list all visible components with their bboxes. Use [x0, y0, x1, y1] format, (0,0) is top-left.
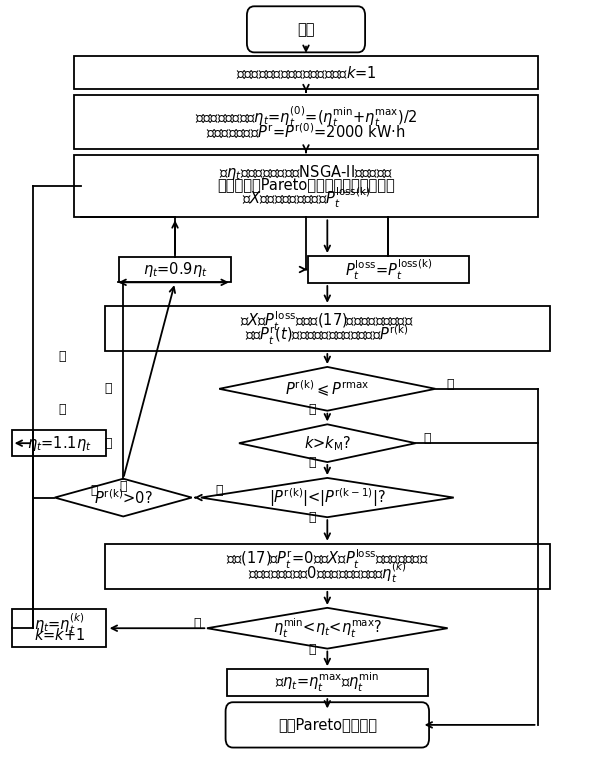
Text: $k$=$k$+1: $k$=$k$+1 [34, 627, 85, 643]
Polygon shape [219, 367, 436, 411]
Text: 否: 否 [308, 402, 316, 415]
Text: 输出Pareto最优解集: 输出Pareto最优解集 [278, 717, 377, 732]
Text: 解$X$，并取其对应的网损$P_t^{\rm loss(k)}$: 解$X$，并取其对应的网损$P_t^{\rm loss(k)}$ [242, 186, 370, 210]
Text: 令式(17)中$P_t^{\rm r}$=0，将$X$和$P_t^{\rm loss}$代入，求得使各: 令式(17)中$P_t^{\rm r}$=0，将$X$和$P_t^{\rm lo… [226, 548, 428, 571]
Text: $P^{\rm r(k)}\leqslant P^{\rm rmax}$: $P^{\rm r(k)}\leqslant P^{\rm rmax}$ [285, 379, 370, 399]
Bar [227, 669, 428, 696]
Text: 时段不平衡电量为0时对应的日前购电率$\eta_t^{(k)}$: 时段不平衡电量为0时对应的日前购电率$\eta_t^{(k)}$ [248, 561, 407, 585]
Text: $\eta_t^{\rm min}$<$\eta_t$<$\eta_t^{\rm max}$?: $\eta_t^{\rm min}$<$\eta_t$<$\eta_t^{\rm… [272, 616, 382, 640]
Text: 将$\eta_t$代入模型中，使用NSGA-II对模型进行: 将$\eta_t$代入模型中，使用NSGA-II对模型进行 [219, 163, 393, 183]
Text: 求解，得到Pareto最优解集，取收益极端: 求解，得到Pareto最优解集，取收益极端 [217, 177, 395, 193]
Text: $\eta_t$=$\eta_t^{(k)}$: $\eta_t$=$\eta_t^{(k)}$ [34, 612, 85, 636]
Text: 开始: 开始 [297, 22, 315, 37]
Text: 否: 否 [216, 484, 223, 497]
Text: 是: 是 [423, 432, 430, 445]
Text: 是: 是 [104, 437, 112, 449]
Polygon shape [201, 478, 453, 517]
Text: $\eta_t$=1.1$\eta_t$: $\eta_t$=1.1$\eta_t$ [27, 434, 92, 453]
Text: 是: 是 [119, 480, 127, 493]
Text: 否: 否 [308, 643, 316, 656]
Text: 是: 是 [59, 402, 66, 415]
Text: 是: 是 [446, 377, 453, 391]
Text: $\eta_t$=0.9$\eta_t$: $\eta_t$=0.9$\eta_t$ [143, 260, 207, 279]
Bar [105, 543, 550, 589]
Bar [307, 256, 469, 283]
Bar [12, 609, 106, 647]
Text: 否: 否 [91, 484, 99, 497]
Bar [75, 155, 537, 218]
Bar [12, 431, 106, 456]
Text: 是: 是 [308, 512, 316, 525]
Bar [119, 257, 231, 282]
Text: 否: 否 [104, 382, 112, 396]
Text: 输入系统、算法参数，置迭代次数$k$=1: 输入系统、算法参数，置迭代次数$k$=1 [236, 64, 376, 81]
Text: 否: 否 [308, 456, 316, 468]
Text: 将$X$和$P_t^{\rm loss}$代入式(17)求得各时段的不平衡: 将$X$和$P_t^{\rm loss}$代入式(17)求得各时段的不平衡 [241, 310, 414, 334]
Bar [75, 56, 537, 89]
Text: $P^{\rm r(k)}$>0?: $P^{\rm r(k)}$>0? [94, 488, 152, 507]
Text: $P_t^{\rm loss}$=$P_t^{\rm loss(k)}$: $P_t^{\rm loss}$=$P_t^{\rm loss(k)}$ [345, 257, 432, 282]
Polygon shape [207, 608, 447, 649]
Polygon shape [239, 424, 416, 462]
Bar [105, 305, 550, 351]
Polygon shape [54, 479, 192, 516]
Text: $k$>$k_{\rm M}$?: $k$>$k_{\rm M}$? [304, 434, 351, 453]
Text: 取初始偏差电量$P^{\rm r}$=$P^{\rm r(0)}$=2000 kW·h: 取初始偏差电量$P^{\rm r}$=$P^{\rm r(0)}$=2000 k… [206, 121, 406, 141]
Text: 令$\eta_t$=$\eta_t^{\rm max}$或$\eta_t^{\rm min}$: 令$\eta_t$=$\eta_t^{\rm max}$或$\eta_t^{\r… [275, 671, 379, 694]
Text: 取初始日前购电率$\eta_t$=$\eta_t^{(0)}$=($\eta_t^{\rm min}$+$\eta_t^{\rm max}$)/2: 取初始日前购电率$\eta_t$=$\eta_t^{(0)}$=($\eta_t… [195, 104, 417, 129]
FancyBboxPatch shape [226, 702, 429, 747]
Text: 是: 是 [194, 617, 201, 630]
Text: 否: 否 [59, 350, 66, 363]
Text: $|P^{\rm r(k)}|$<$|P^{\rm r(k-1)}|$?: $|P^{\rm r(k)}|$<$|P^{\rm r(k-1)}|$? [269, 486, 386, 509]
FancyBboxPatch shape [247, 6, 365, 52]
Bar [75, 95, 537, 149]
Text: 电量$P_t^{\rm r}(t)$及整个调度周期的偏差电量$P^{\rm r(k)}$: 电量$P_t^{\rm r}(t)$及整个调度周期的偏差电量$P^{\rm r(… [245, 324, 409, 347]
